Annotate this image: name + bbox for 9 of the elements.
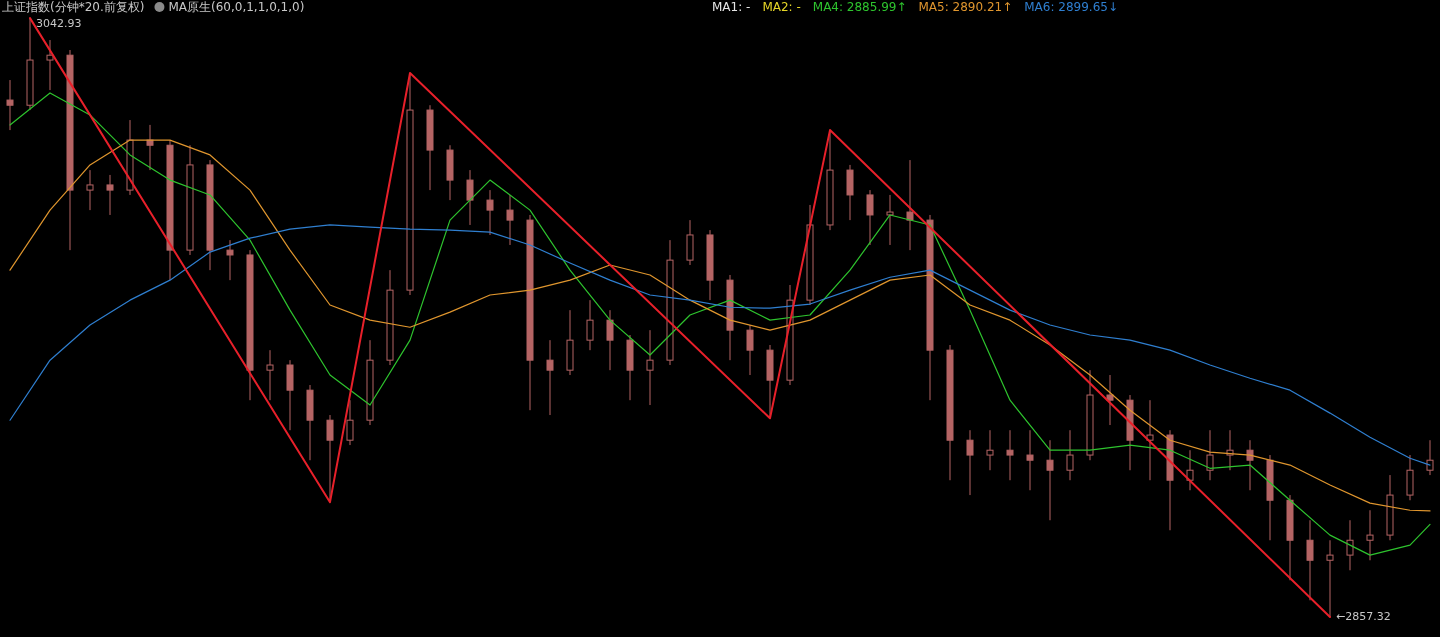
legend-item: MA4: 2885.99↑ — [812, 0, 907, 14]
legend-item: MA5: 2890.21↑ — [918, 0, 1013, 14]
legend-item: MA1: - — [712, 0, 751, 14]
subtitle: MA原生(60,0,1,1,0,1,0) — [168, 0, 305, 14]
title: 上证指数(分钟*20.前复权) — [2, 0, 145, 14]
legend-item: MA2: - — [762, 0, 801, 14]
annotation: 3042.93 — [36, 17, 82, 30]
legend-item: MA6: 2899.65↓ — [1024, 0, 1118, 14]
annotation: ←2857.32 — [1336, 610, 1391, 623]
